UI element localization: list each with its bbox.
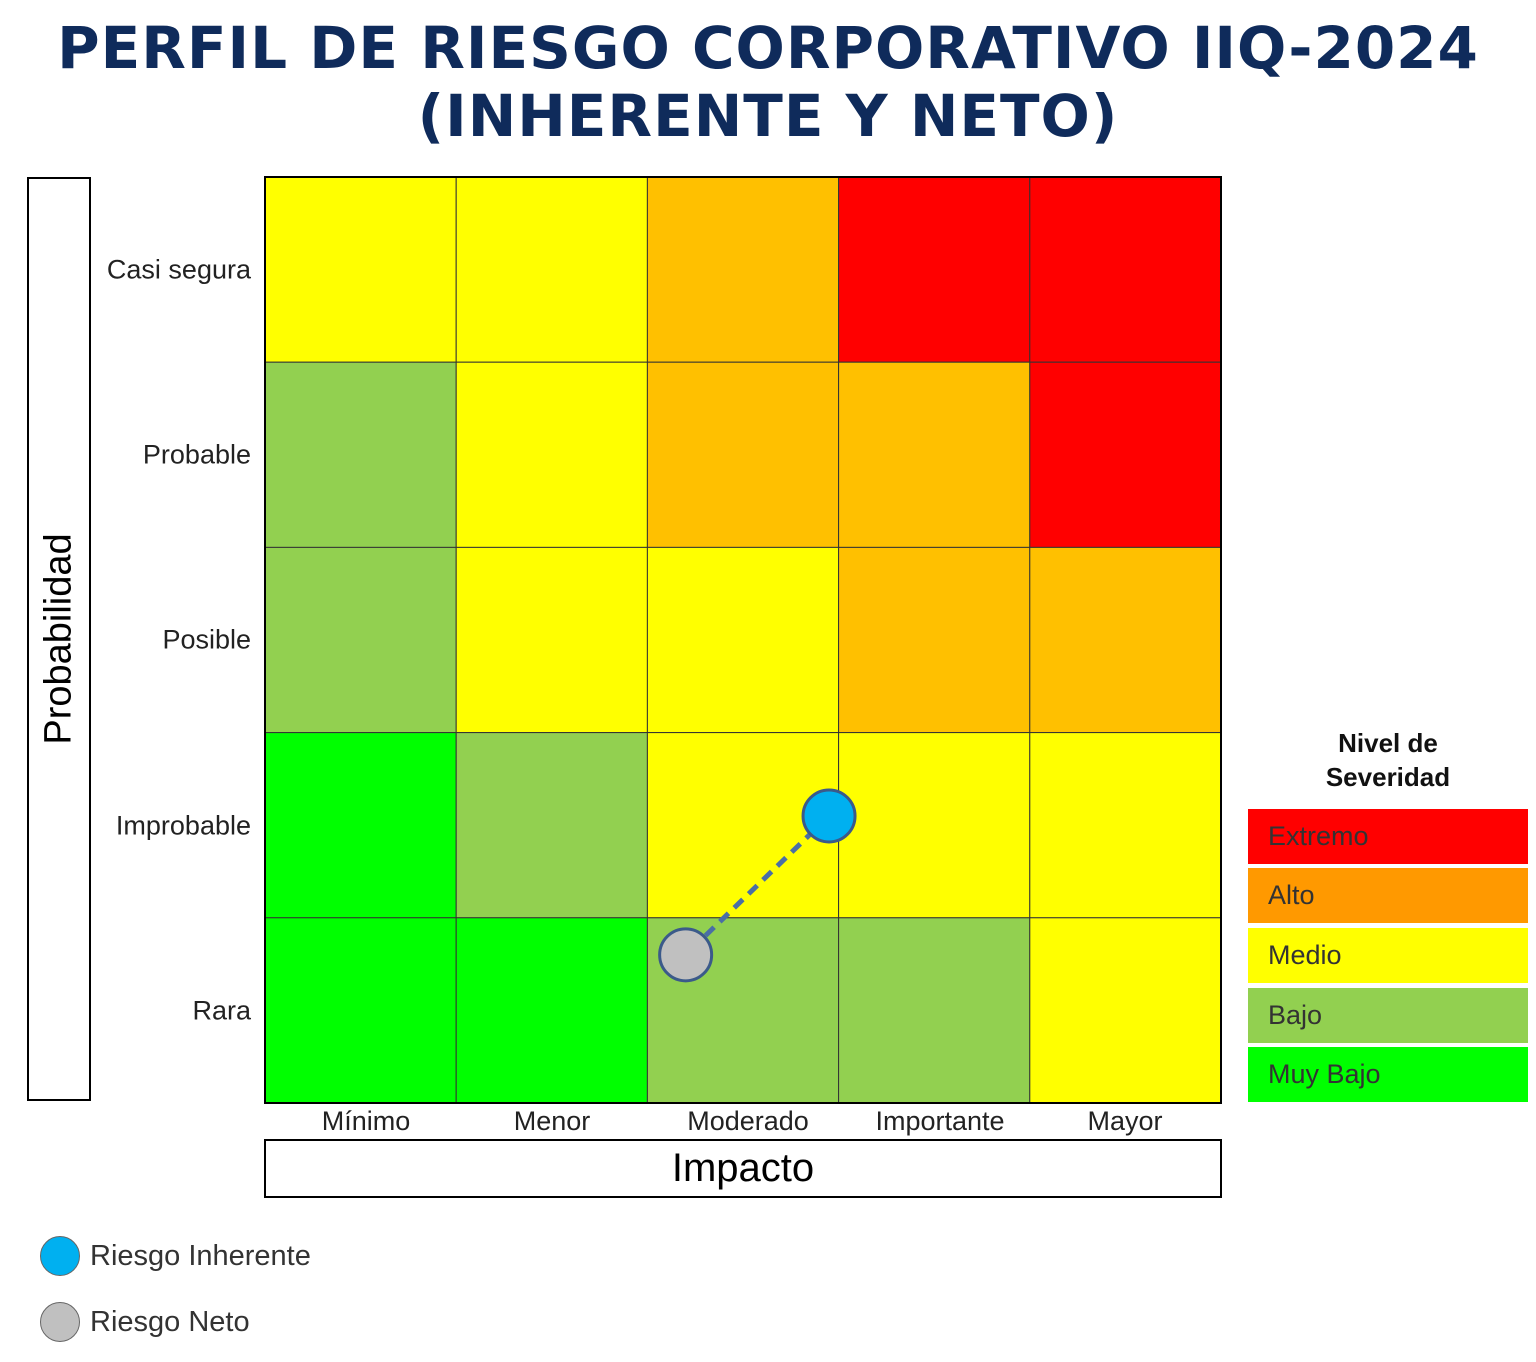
- y-tick-label: Casi segura: [106, 254, 251, 285]
- matrix-cell: [264, 546, 457, 734]
- risk-connector-line: [683, 814, 831, 957]
- matrix-cell: [455, 732, 648, 919]
- y-tick-label: Posible: [162, 624, 251, 655]
- x-tick-label: Mínimo: [321, 1106, 411, 1136]
- matrix-cell: [838, 732, 1031, 919]
- chart-title-line1: PERFIL DE RIESGO CORPORATIVO IIQ-2024: [57, 14, 1479, 82]
- x-tick-label: Mayor: [1087, 1106, 1163, 1136]
- matrix-cell: [264, 917, 457, 1104]
- legend-item-medio: Medio: [1248, 928, 1528, 983]
- matrix-cell: [455, 361, 648, 548]
- legend-item-alto: Alto: [1248, 868, 1528, 923]
- net-risk-point: [658, 927, 714, 983]
- matrix-cell: [838, 546, 1031, 734]
- y-tick-label: Rara: [192, 995, 251, 1026]
- x-tick-label: Importante: [875, 1106, 1005, 1136]
- matrix-frame: [264, 176, 1222, 1104]
- matrix-cell: [646, 176, 840, 363]
- matrix-cell: [264, 732, 457, 919]
- matrix-cell: [455, 176, 648, 363]
- matrix-cell: [1029, 546, 1222, 734]
- x-tick-label: Menor: [513, 1106, 591, 1136]
- x-axis-box: Impacto: [264, 1139, 1222, 1198]
- matrix-cell: [264, 361, 457, 548]
- matrix-cell: [455, 917, 648, 1104]
- legend-item-muy-bajo: Muy Bajo: [1248, 1047, 1528, 1102]
- chart-title: PERFIL DE RIESGO CORPORATIVO IIQ-2024 (I…: [0, 14, 1536, 150]
- chart-title-line2: (INHERENTE Y NETO): [417, 82, 1119, 150]
- legend-item-extremo: Extremo: [1248, 809, 1528, 864]
- y-tick-label: Improbable: [115, 810, 251, 841]
- severity-legend-title-line2: Severidad: [1325, 762, 1451, 792]
- matrix-cell: [1029, 732, 1222, 919]
- matrix-cell: [838, 361, 1031, 548]
- matrix-cell: [455, 546, 648, 734]
- inherent-marker-icon: [40, 1236, 80, 1276]
- legend-item-riesgo-inherente: Riesgo Inherente: [40, 1236, 311, 1276]
- matrix-cell: [646, 361, 840, 548]
- legend-label-riesgo-neto: Riesgo Neto: [90, 1305, 250, 1338]
- matrix-cell: [1029, 917, 1222, 1104]
- legend-label-riesgo-inherente: Riesgo Inherente: [90, 1239, 311, 1272]
- matrix-cell: [1029, 176, 1222, 363]
- x-axis-label: Impacto: [671, 1146, 815, 1190]
- severity-legend-title: Nivel de Severidad: [1248, 726, 1528, 794]
- net-marker-icon: [40, 1302, 80, 1342]
- matrix-cell: [838, 176, 1031, 363]
- legend-item-riesgo-neto: Riesgo Neto: [40, 1302, 250, 1342]
- y-tick-label: Probable: [142, 439, 251, 470]
- matrix-cell: [1029, 361, 1222, 548]
- severity-legend-title-line1: Nivel de: [1338, 728, 1438, 758]
- inherent-risk-point: [801, 788, 857, 844]
- legend-item-bajo: Bajo: [1248, 988, 1528, 1043]
- y-axis-box: Probabilidad: [27, 177, 91, 1101]
- x-tick-label: Moderado: [687, 1106, 809, 1136]
- matrix-cell: [264, 176, 457, 363]
- matrix-cell: [838, 917, 1031, 1104]
- matrix-cell: [646, 546, 840, 734]
